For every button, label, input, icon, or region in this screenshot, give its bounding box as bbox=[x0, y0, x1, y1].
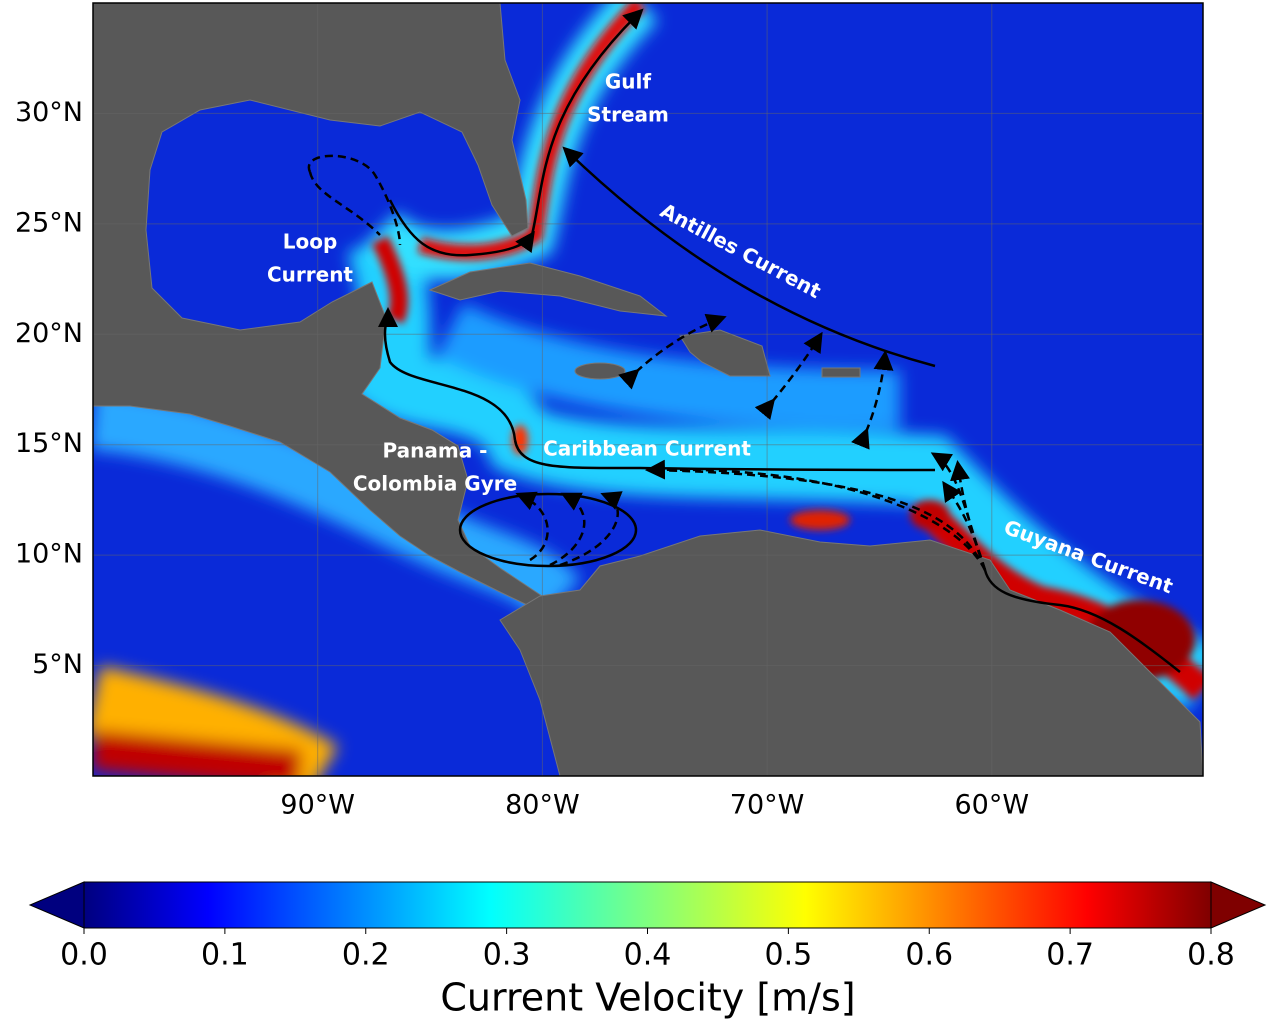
colorbar-tick-label: 0.3 bbox=[483, 938, 531, 973]
annotation: Gulf bbox=[605, 70, 652, 94]
annotation: Current bbox=[267, 263, 353, 287]
x-tick-label: 80°W bbox=[505, 790, 580, 821]
x-tick-label: 70°W bbox=[730, 790, 805, 821]
colorbar-label: Current Velocity [m/s] bbox=[440, 976, 855, 1020]
annotation: Stream bbox=[587, 103, 669, 127]
colorbar-tick-label: 0.0 bbox=[60, 938, 108, 973]
map-area bbox=[93, 3, 1203, 776]
y-tick-label: 30°N bbox=[15, 97, 83, 128]
colorbar-gradient bbox=[83, 881, 1212, 929]
y-tick-label: 15°N bbox=[15, 428, 83, 459]
colorbar-min-extend bbox=[28, 881, 85, 929]
colorbar-tick-label: 0.8 bbox=[1187, 938, 1235, 973]
current-paths bbox=[307, 8, 1181, 673]
map-frame bbox=[92, 2, 1204, 777]
y-tick-label: 10°N bbox=[15, 539, 83, 570]
colorbar-tick-label: 0.4 bbox=[624, 938, 672, 973]
colorbar-tick-label: 0.1 bbox=[201, 938, 249, 973]
colorbar-tick-label: 0.6 bbox=[905, 938, 953, 973]
colorbar-tick-label: 0.5 bbox=[765, 938, 813, 973]
y-tick-label: 20°N bbox=[15, 318, 83, 349]
annotation: Caribbean Current bbox=[543, 437, 751, 461]
colorbar-tick-label: 0.2 bbox=[342, 938, 390, 973]
x-tick-label: 60°W bbox=[955, 790, 1030, 821]
y-tick-label: 25°N bbox=[15, 207, 83, 238]
y-tick-label: 5°N bbox=[32, 649, 83, 680]
annotation: Colombia Gyre bbox=[353, 472, 517, 496]
x-tick-label: 90°W bbox=[280, 790, 355, 821]
annotation: Panama - bbox=[383, 439, 488, 463]
colorbar-max-extend bbox=[1210, 881, 1267, 929]
axis-ticks: 90°W 80°W 70°W 60°W 30°N 25°N 20°N 15°N 10°N 5°N bbox=[15, 97, 1029, 821]
annotation: Loop bbox=[283, 230, 338, 254]
colorbar-tick-label: 0.7 bbox=[1046, 938, 1094, 973]
